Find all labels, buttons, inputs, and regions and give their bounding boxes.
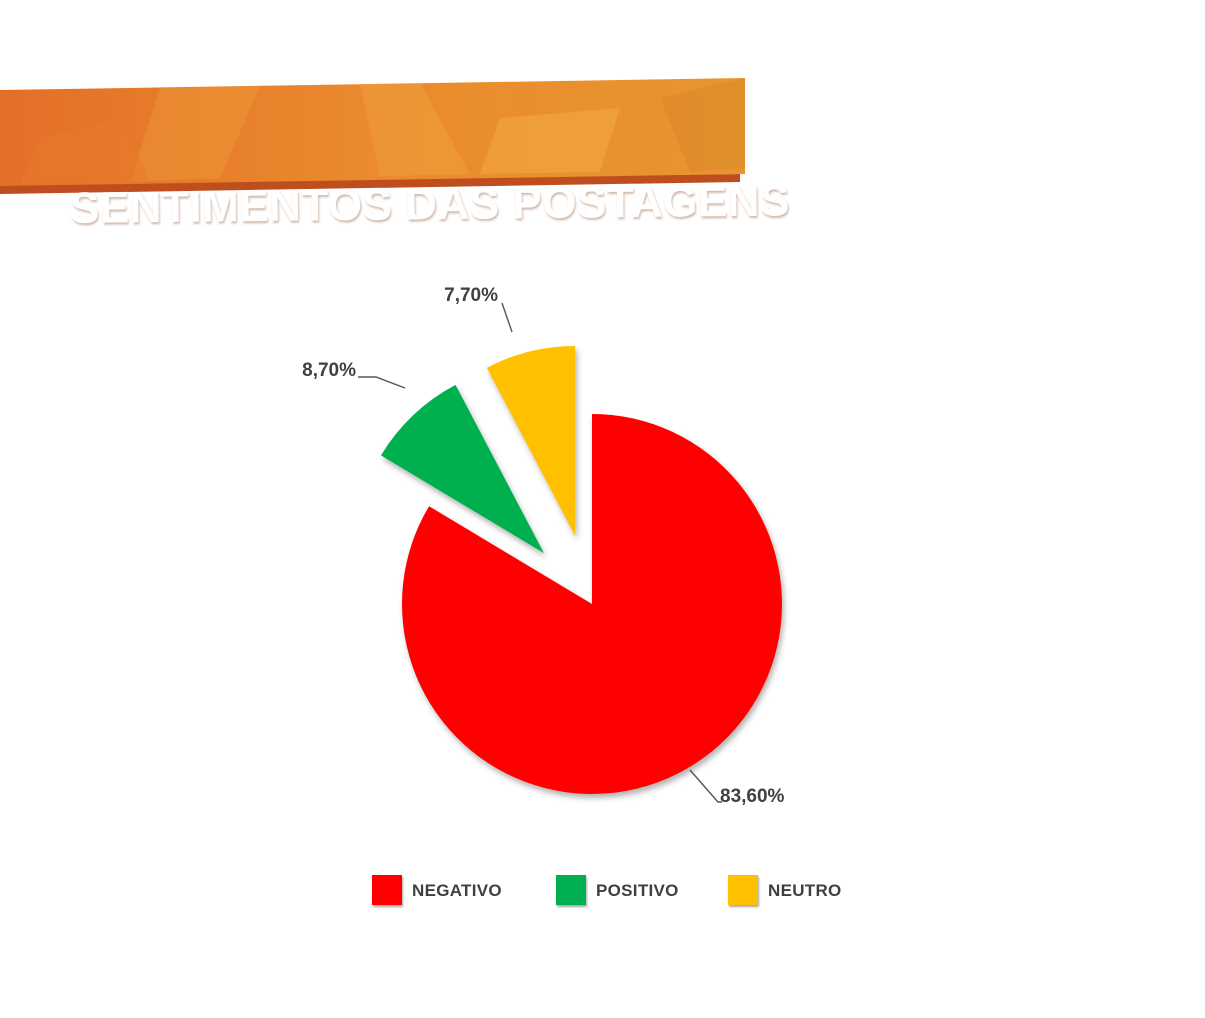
legend-label-negativo: NEGATIVO — [412, 881, 502, 900]
leader-line-negativo — [689, 769, 722, 803]
legend-label-neutro: NEUTRO — [768, 881, 842, 900]
legend-swatch-neutro — [728, 875, 758, 905]
data-label-positivo: 8,70% — [302, 360, 356, 381]
leader-line-positivo — [358, 376, 406, 389]
legend-swatch-negativo — [372, 875, 402, 905]
banner-background — [0, 78, 745, 194]
data-label-negativo: 83,60% — [720, 786, 785, 807]
leader-line-neutro — [501, 302, 513, 333]
title-banner: SENTIMENTOS DAS POSTAGENS — [0, 78, 790, 233]
legend-swatch-positivo — [556, 875, 586, 905]
pie-slice-neutro — [486, 346, 576, 537]
legend-label-positivo: POSITIVO — [596, 881, 679, 900]
data-label-neutro: 7,70% — [444, 285, 498, 306]
pie-slice-positivo — [380, 384, 544, 554]
pie-slice-negativo — [402, 414, 783, 795]
legend: NEGATIVO POSITIVO NEUTRO — [372, 874, 852, 910]
